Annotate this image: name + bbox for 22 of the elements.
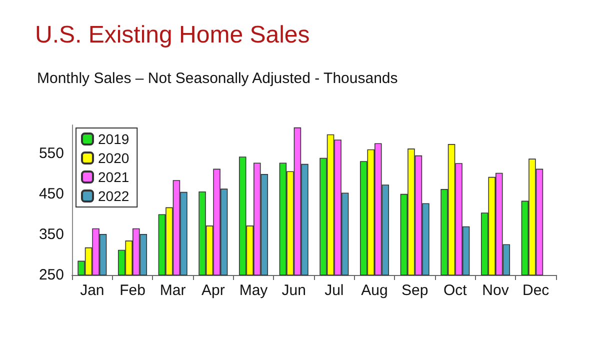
x-tick-label: Apr — [201, 282, 225, 299]
x-tick-label: Oct — [443, 282, 468, 299]
x-tick-label: May — [239, 282, 268, 299]
legend-label: 2020 — [98, 150, 130, 166]
chart-title: U.S. Existing Home Sales — [35, 22, 310, 48]
y-tick-label: 350 — [38, 226, 64, 243]
legend-label: 2022 — [98, 188, 130, 204]
y-tick-label: 450 — [38, 185, 64, 202]
x-tick-label: Dec — [522, 282, 550, 299]
x-tick-label: Jul — [324, 282, 344, 299]
x-tick-label: Aug — [361, 282, 388, 299]
legend-label: 2019 — [98, 131, 130, 147]
chart-subtitle: Monthly Sales – Not Seasonally Adjusted - Thousands — [37, 70, 398, 87]
x-tick-label: Feb — [120, 282, 146, 299]
y-tick-label: 550 — [38, 144, 64, 162]
x-tick-label: Sep — [401, 282, 428, 299]
x-tick-label: Jun — [282, 282, 306, 299]
legend-label: 2021 — [98, 169, 130, 185]
y-tick-label: 250 — [38, 266, 64, 284]
x-tick-label: Jan — [80, 282, 104, 299]
x-tick-label: Mar — [160, 282, 186, 299]
x-tick-label: Nov — [482, 282, 510, 299]
